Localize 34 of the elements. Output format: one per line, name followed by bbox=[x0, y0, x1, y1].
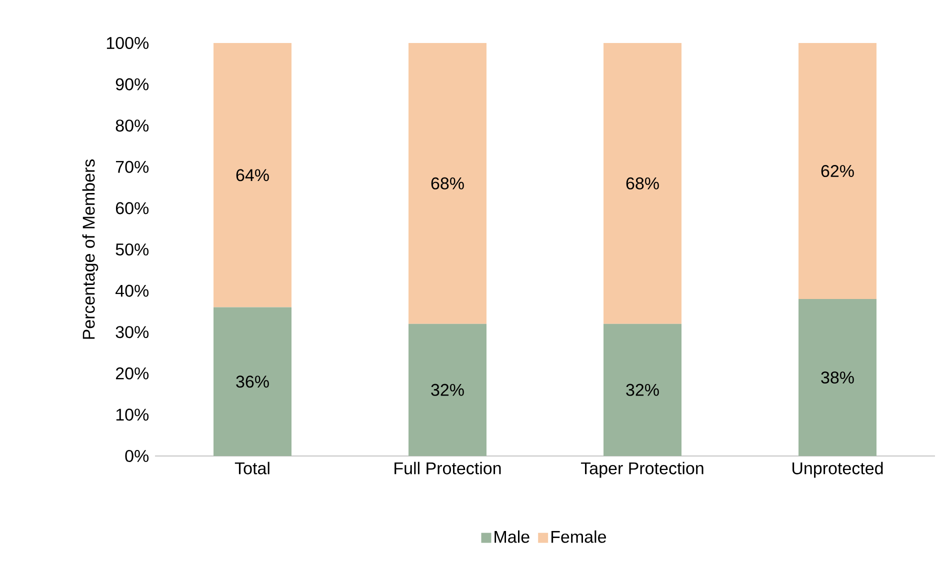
x-tick-label: Total bbox=[234, 462, 270, 474]
y-tick-label: 10% bbox=[116, 408, 149, 421]
data-label: 68% bbox=[431, 177, 464, 190]
data-label: 38% bbox=[821, 371, 854, 384]
y-tick-label: 30% bbox=[116, 326, 149, 338]
x-tick-label: Taper Protection bbox=[580, 462, 704, 478]
y-axis-title: Percentage of Members bbox=[82, 159, 98, 339]
data-label: 64% bbox=[236, 169, 269, 182]
data-label: 36% bbox=[236, 376, 269, 388]
data-label: 68% bbox=[626, 177, 659, 190]
data-label: 32% bbox=[626, 384, 659, 396]
bar bbox=[798, 299, 876, 456]
y-tick-label: 100% bbox=[106, 36, 149, 50]
bar bbox=[408, 324, 487, 456]
bar bbox=[604, 42, 682, 324]
y-tick-label: 50% bbox=[116, 243, 149, 256]
bar bbox=[798, 42, 876, 300]
bar bbox=[214, 42, 292, 308]
data-label: 62% bbox=[821, 165, 854, 178]
y-tick-label: 20% bbox=[116, 367, 149, 380]
y-tick-label: 80% bbox=[116, 120, 149, 132]
bar bbox=[604, 324, 682, 456]
x-tick-label: Full Protection bbox=[394, 462, 501, 474]
legend-label: Male bbox=[494, 530, 530, 543]
y-tick-label: 70% bbox=[116, 160, 149, 173]
y-tick-label: 40% bbox=[116, 284, 149, 297]
bar bbox=[408, 42, 487, 324]
data-label: 32% bbox=[431, 384, 464, 396]
legend-label: Female bbox=[551, 530, 606, 543]
y-tick-label: 90% bbox=[116, 78, 149, 90]
bar bbox=[214, 307, 292, 456]
x-tick-label: Unprotected bbox=[792, 462, 883, 478]
y-tick-label: 60% bbox=[116, 202, 149, 214]
y-tick-label: 0% bbox=[125, 450, 149, 462]
